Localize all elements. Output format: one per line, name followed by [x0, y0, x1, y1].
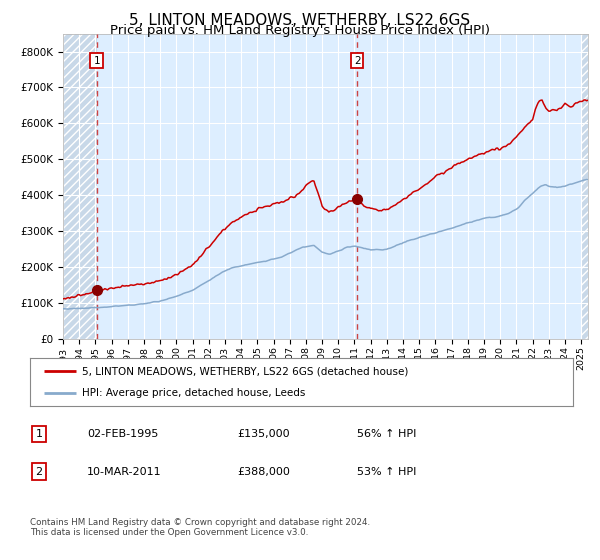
Text: 02-FEB-1995: 02-FEB-1995: [87, 429, 158, 439]
Text: 1: 1: [35, 429, 43, 439]
Text: £388,000: £388,000: [237, 466, 290, 477]
Text: Contains HM Land Registry data © Crown copyright and database right 2024.
This d: Contains HM Land Registry data © Crown c…: [30, 518, 370, 538]
Text: 1: 1: [94, 55, 100, 66]
Text: 2: 2: [354, 55, 361, 66]
Text: 5, LINTON MEADOWS, WETHERBY, LS22 6GS: 5, LINTON MEADOWS, WETHERBY, LS22 6GS: [130, 13, 470, 28]
Text: 56% ↑ HPI: 56% ↑ HPI: [357, 429, 416, 439]
Text: HPI: Average price, detached house, Leeds: HPI: Average price, detached house, Leed…: [82, 388, 305, 398]
Text: 53% ↑ HPI: 53% ↑ HPI: [357, 466, 416, 477]
Text: 10-MAR-2011: 10-MAR-2011: [87, 466, 161, 477]
Text: Price paid vs. HM Land Registry's House Price Index (HPI): Price paid vs. HM Land Registry's House …: [110, 24, 490, 37]
Text: 5, LINTON MEADOWS, WETHERBY, LS22 6GS (detached house): 5, LINTON MEADOWS, WETHERBY, LS22 6GS (d…: [82, 366, 408, 376]
Text: £135,000: £135,000: [237, 429, 290, 439]
Text: 2: 2: [35, 466, 43, 477]
